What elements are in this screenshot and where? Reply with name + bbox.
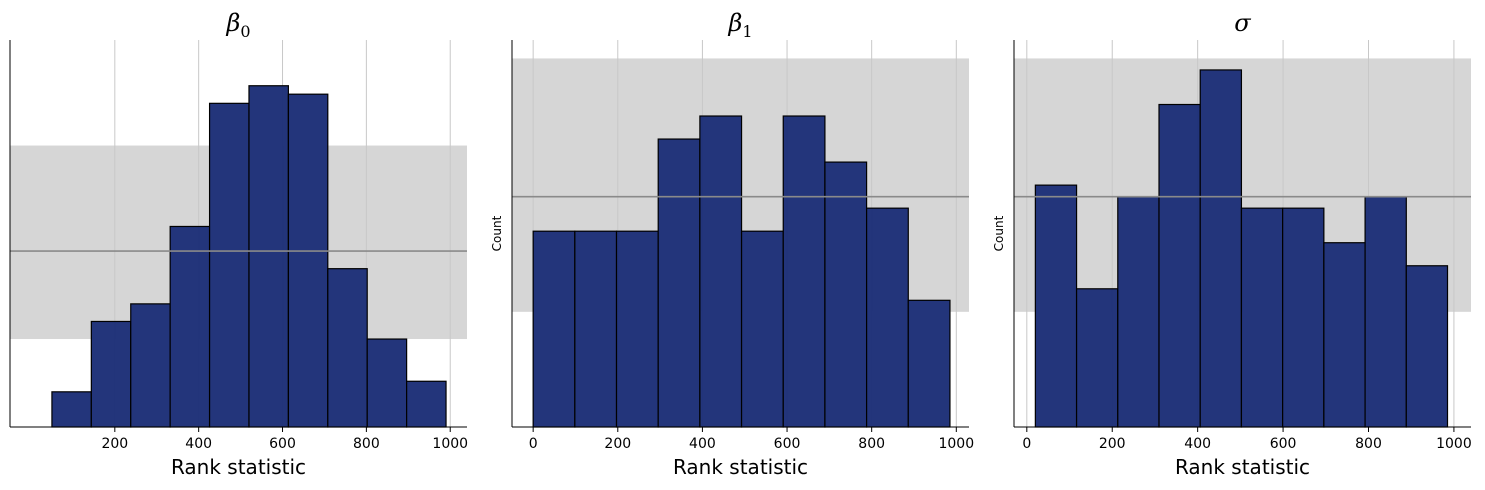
histogram-bar (699, 115, 743, 428)
x-tick-label: 200 (604, 436, 631, 452)
x-tick-label: 800 (353, 436, 380, 452)
x-tick-label: 800 (858, 436, 885, 452)
histogram-bar (1199, 69, 1243, 428)
y-axis-label: Count (490, 215, 504, 251)
histogram-bar (327, 268, 368, 428)
x-tick-label: 1000 (938, 436, 974, 452)
panel-sigma: 0 200 400 600 800 1000 σ Rank statistic Count (992, 9, 1472, 479)
histogram-bar (1117, 196, 1160, 428)
x-tick-label: 400 (185, 436, 212, 452)
histogram-bar (657, 138, 701, 428)
x-tick-label: 400 (689, 436, 716, 452)
histogram-bar (574, 230, 618, 428)
histogram-bar (1158, 103, 1201, 428)
histogram-bar (532, 230, 576, 428)
histogram-bar (366, 338, 408, 428)
x-tick-label: 0 (529, 436, 538, 452)
histogram-bar (287, 93, 329, 428)
y-axis-label: Count (992, 215, 1006, 251)
histogram-bar (782, 115, 826, 428)
histogram-bar (1075, 288, 1119, 428)
x-tick-label: 1000 (432, 436, 468, 452)
histogram-bar (1034, 184, 1078, 428)
x-tick-label: 1000 (1436, 436, 1472, 452)
histogram-bar (1323, 242, 1366, 428)
x-tick-label: 800 (1355, 436, 1382, 452)
histogram-bar (248, 85, 289, 428)
x-tick-label: 200 (1099, 436, 1126, 452)
histogram-bar (907, 299, 951, 428)
x-tick-label: 600 (269, 436, 296, 452)
histogram-bar (1364, 196, 1407, 428)
histogram-bar (1405, 265, 1449, 428)
panel-title-subscript: 0 (240, 22, 250, 41)
histogram-bar (824, 161, 868, 428)
x-axis-label: Rank statistic (1175, 455, 1310, 479)
panel-title-symbol: σ (1234, 9, 1251, 37)
panel-title-sigma: σ (1234, 9, 1251, 37)
histogram-bar (615, 230, 659, 428)
histogram-bar (740, 230, 784, 428)
histogram-bar (169, 225, 211, 428)
histogram-bar (406, 380, 447, 428)
histogram-bar (90, 320, 132, 428)
panel-title-beta1: β1 (727, 9, 752, 41)
x-tick-label: 600 (1270, 436, 1297, 452)
x-tick-label: 600 (774, 436, 801, 452)
x-tick-label: 200 (101, 436, 128, 452)
x-axis-label: Rank statistic (673, 455, 808, 479)
x-tick-label: 400 (1184, 436, 1211, 452)
histogram-bar (1282, 207, 1325, 428)
panel-title-symbol: β (225, 9, 240, 37)
x-tick-label: 0 (1022, 436, 1031, 452)
panel-title-beta0: β0 (225, 9, 250, 41)
panel-beta0: 200 400 600 800 1000 β0 Rank statistic (9, 9, 468, 479)
x-axis-label: Rank statistic (171, 455, 306, 479)
panel-title-subscript: 1 (742, 22, 752, 41)
panel-beta1: 0 200 400 600 800 1000 β1 Rank statistic Coun… (490, 9, 974, 479)
histogram-bar (130, 303, 171, 428)
histogram-bar (208, 102, 250, 428)
histogram-bar (865, 207, 909, 428)
histogram-bar (1240, 207, 1284, 428)
panel-title-symbol: β (727, 9, 742, 37)
histogram-bar (51, 391, 92, 428)
